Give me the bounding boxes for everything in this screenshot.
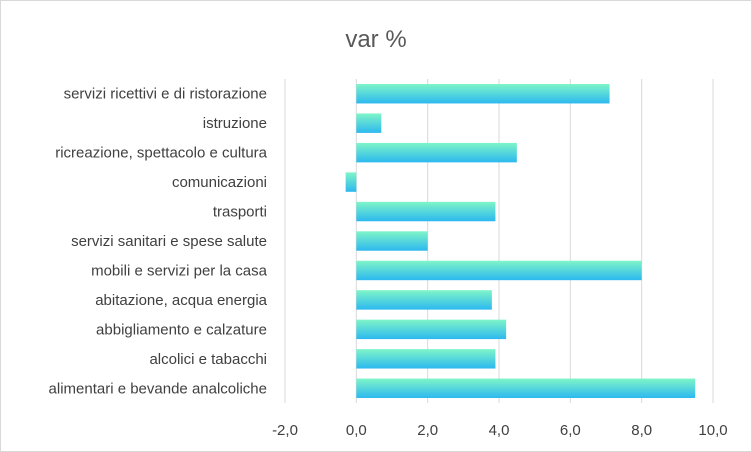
chart-title: var % (345, 26, 406, 53)
category-label: alcolici e tabacchi (149, 351, 267, 368)
category-label: abbigliamento e calzature (96, 321, 267, 338)
category-labels: servizi ricettivi e di ristorazione istru… (49, 86, 268, 398)
x-tick-labels: -2,0 0,0 2,0 4,0 6,0 8,0 10,0 (272, 422, 728, 439)
category-label: ricreazione, spettacolo e cultura (55, 145, 267, 162)
category-label: servizi ricettivi e di ristorazione (64, 86, 267, 103)
category-label: mobili e servizi per la casa (91, 262, 268, 279)
bar (356, 142, 517, 163)
category-label: comunicazioni (172, 174, 267, 191)
x-tick-label: 8,0 (631, 422, 652, 439)
bar (356, 378, 696, 398)
bar (356, 231, 428, 251)
bar (356, 349, 496, 369)
bar (356, 290, 492, 310)
category-label: abitazione, acqua energia (95, 292, 267, 309)
gridlines (284, 79, 714, 403)
category-label: trasporti (213, 204, 267, 221)
category-label: istruzione (203, 115, 267, 132)
category-label: servizi sanitari e spese salute (71, 233, 267, 250)
bar (356, 319, 507, 340)
category-label: alimentari e bevande analcoliche (49, 380, 267, 397)
bars (345, 84, 696, 398)
bar (356, 260, 642, 281)
bar (345, 172, 357, 192)
bar (356, 201, 496, 222)
x-tick-label: 2,0 (417, 422, 438, 439)
x-tick-label: 0,0 (346, 422, 367, 439)
x-tick-label: 10,0 (698, 422, 727, 439)
x-tick-label: 6,0 (560, 422, 581, 439)
x-tick-label: 4,0 (489, 422, 510, 439)
bar (356, 84, 610, 104)
bar (356, 113, 382, 133)
x-tick-label: -2,0 (272, 422, 298, 439)
